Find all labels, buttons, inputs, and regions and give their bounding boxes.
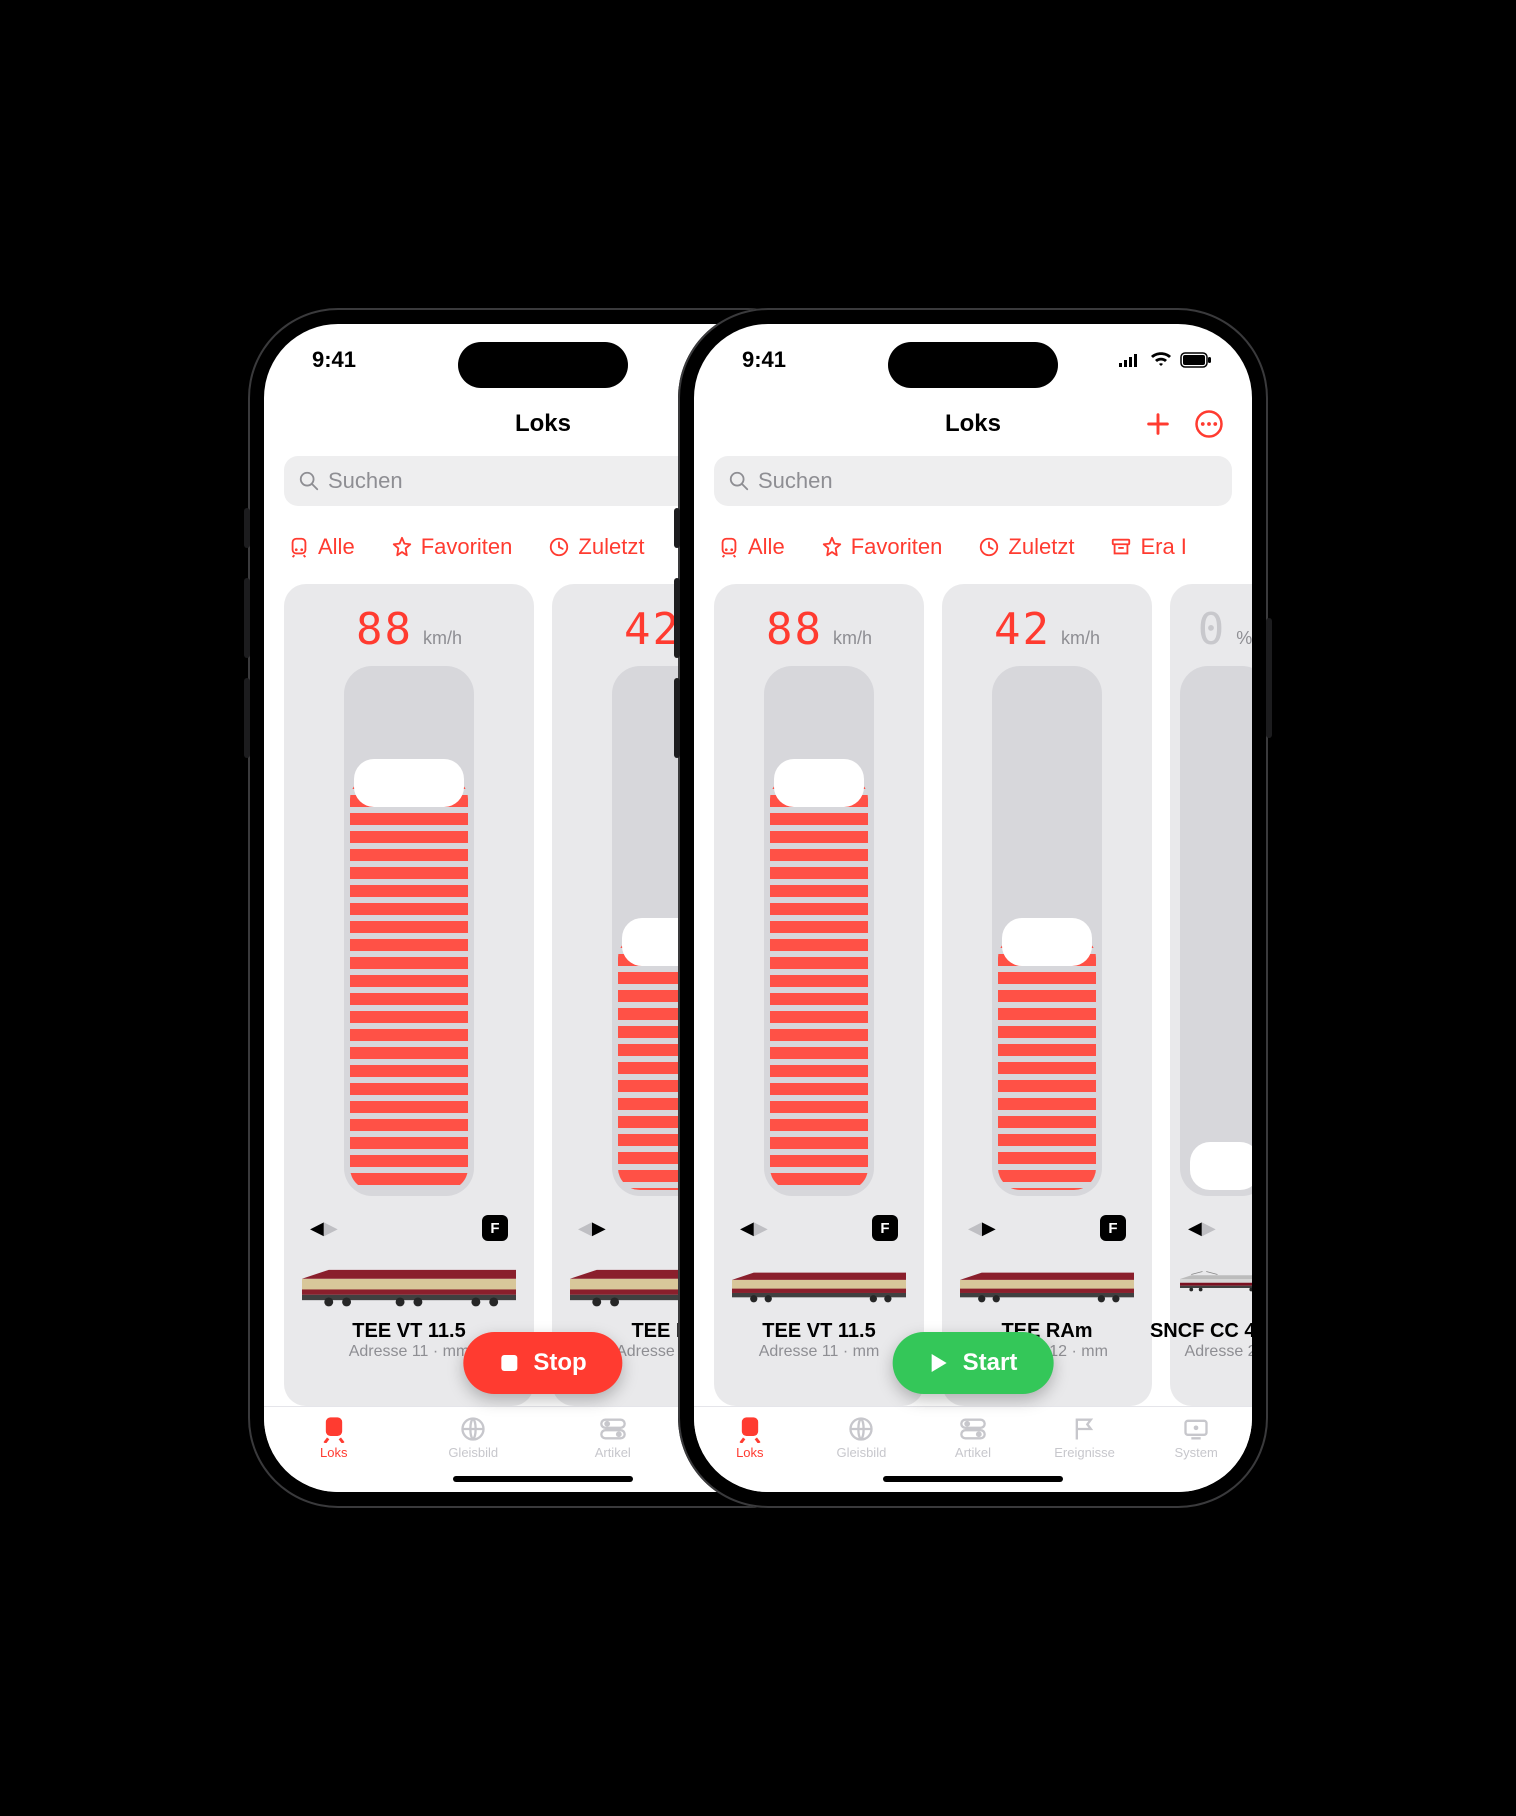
filter-alle[interactable]: Alle bbox=[288, 534, 355, 560]
play-icon bbox=[929, 1352, 949, 1374]
loco-address: Adresse 11 · mm bbox=[759, 1343, 880, 1361]
train-icon bbox=[288, 536, 310, 558]
speed-slider[interactable] bbox=[764, 666, 874, 1196]
dynamic-island bbox=[458, 342, 628, 388]
speed-unit: km/h bbox=[423, 628, 462, 649]
function-badge[interactable]: F bbox=[872, 1215, 898, 1241]
speed-slider[interactable] bbox=[1180, 666, 1252, 1196]
filter-favoriten[interactable]: Favoriten bbox=[821, 534, 943, 560]
function-badge[interactable]: F bbox=[482, 1215, 508, 1241]
tab-artikel[interactable]: Artikel bbox=[573, 1415, 653, 1460]
filter-row: Alle Favoriten Zuletzt Era I bbox=[694, 506, 1252, 578]
tab-loks[interactable]: Loks bbox=[710, 1415, 790, 1460]
direction-toggle[interactable]: ◀▶ bbox=[310, 1218, 338, 1239]
loco-card[interactable]: 88 km/h ◀▶ F bbox=[284, 584, 534, 1406]
home-indicator bbox=[453, 1476, 633, 1482]
loco-address: Adresse 11 · mm bbox=[349, 1343, 470, 1361]
stop-button[interactable]: Stop bbox=[463, 1332, 622, 1394]
status-time: 9:41 bbox=[312, 347, 356, 373]
tab-system[interactable]: System bbox=[1156, 1415, 1236, 1460]
tab-loks[interactable]: Loks bbox=[294, 1415, 374, 1460]
search-input[interactable]: Suchen bbox=[714, 456, 1232, 506]
dynamic-island bbox=[888, 342, 1058, 388]
loco-image bbox=[302, 1250, 516, 1310]
speed-value: 88 bbox=[356, 604, 413, 655]
direction-toggle[interactable]: ◀▶ bbox=[578, 1218, 606, 1239]
direction-toggle[interactable]: ◀▶ bbox=[968, 1218, 996, 1239]
speed-value: 42 bbox=[994, 604, 1051, 655]
tab-ereignisse[interactable]: Ereignisse bbox=[1045, 1415, 1125, 1460]
loco-card[interactable]: 88 km/h ◀▶ F bbox=[714, 584, 924, 1406]
system-icon bbox=[1181, 1415, 1211, 1443]
status-time: 9:41 bbox=[742, 347, 786, 373]
train-icon bbox=[735, 1415, 765, 1443]
train-icon bbox=[718, 536, 740, 558]
loco-name: TEE VT 11.5 bbox=[762, 1320, 875, 1343]
loco-image bbox=[1180, 1250, 1252, 1310]
globe-icon bbox=[846, 1415, 876, 1443]
tab-artikel[interactable]: Artikel bbox=[933, 1415, 1013, 1460]
toggle-icon bbox=[598, 1415, 628, 1443]
loco-list: 88 km/h ◀▶ F bbox=[694, 578, 1252, 1406]
filter-zuletzt[interactable]: Zuletzt bbox=[548, 534, 644, 560]
speed-value: 42 bbox=[624, 604, 681, 655]
clock-icon bbox=[548, 536, 570, 558]
train-icon bbox=[319, 1415, 349, 1443]
speed-slider[interactable] bbox=[992, 666, 1102, 1196]
loco-image bbox=[732, 1250, 906, 1310]
loco-address: Adresse 26 bbox=[1185, 1343, 1252, 1361]
more-button[interactable] bbox=[1194, 409, 1224, 439]
archive-icon bbox=[1110, 536, 1132, 558]
speed-unit: % bbox=[1236, 628, 1252, 649]
home-indicator bbox=[883, 1476, 1063, 1482]
status-indicators bbox=[1118, 352, 1212, 368]
tab-gleisbild[interactable]: Gleisbild bbox=[821, 1415, 901, 1460]
loco-card[interactable]: 42 km/h ◀▶ F bbox=[942, 584, 1152, 1406]
loco-image bbox=[960, 1250, 1134, 1310]
loco-name: TEE VT 11.5 bbox=[352, 1320, 465, 1343]
start-button[interactable]: Start bbox=[893, 1332, 1054, 1394]
search-placeholder: Suchen bbox=[328, 468, 403, 494]
plus-icon bbox=[1144, 410, 1172, 438]
loco-card[interactable]: 0 % ◀▶ bbox=[1170, 584, 1252, 1406]
search-placeholder: Suchen bbox=[758, 468, 833, 494]
add-button[interactable] bbox=[1144, 410, 1172, 438]
direction-toggle[interactable]: ◀▶ bbox=[1188, 1218, 1216, 1239]
function-badge[interactable]: F bbox=[1100, 1215, 1126, 1241]
star-icon bbox=[391, 536, 413, 558]
page-title: Loks bbox=[515, 410, 571, 438]
search-icon bbox=[298, 470, 320, 492]
nav-bar: Loks bbox=[694, 396, 1252, 452]
stop-icon bbox=[499, 1353, 519, 1373]
speed-unit: km/h bbox=[833, 628, 872, 649]
loco-name: SNCF CC 40100 bbox=[1150, 1320, 1252, 1343]
page-title: Loks bbox=[945, 410, 1001, 438]
speed-slider[interactable] bbox=[344, 666, 474, 1196]
filter-alle[interactable]: Alle bbox=[718, 534, 785, 560]
speed-unit: km/h bbox=[1061, 628, 1100, 649]
filter-favoriten[interactable]: Favoriten bbox=[391, 534, 513, 560]
ellipsis-icon bbox=[1194, 409, 1224, 439]
filter-era[interactable]: Era I bbox=[1110, 534, 1186, 560]
speed-value: 88 bbox=[766, 604, 823, 655]
flag-icon bbox=[1070, 1415, 1100, 1443]
filter-zuletzt[interactable]: Zuletzt bbox=[978, 534, 1074, 560]
globe-icon bbox=[458, 1415, 488, 1443]
speed-value: 0 bbox=[1198, 604, 1227, 655]
tab-gleisbild[interactable]: Gleisbild bbox=[433, 1415, 513, 1460]
phone-frame-right: 9:41 Loks bbox=[678, 308, 1268, 1508]
clock-icon bbox=[978, 536, 1000, 558]
star-icon bbox=[821, 536, 843, 558]
toggle-icon bbox=[958, 1415, 988, 1443]
search-icon bbox=[728, 470, 750, 492]
direction-toggle[interactable]: ◀▶ bbox=[740, 1218, 768, 1239]
